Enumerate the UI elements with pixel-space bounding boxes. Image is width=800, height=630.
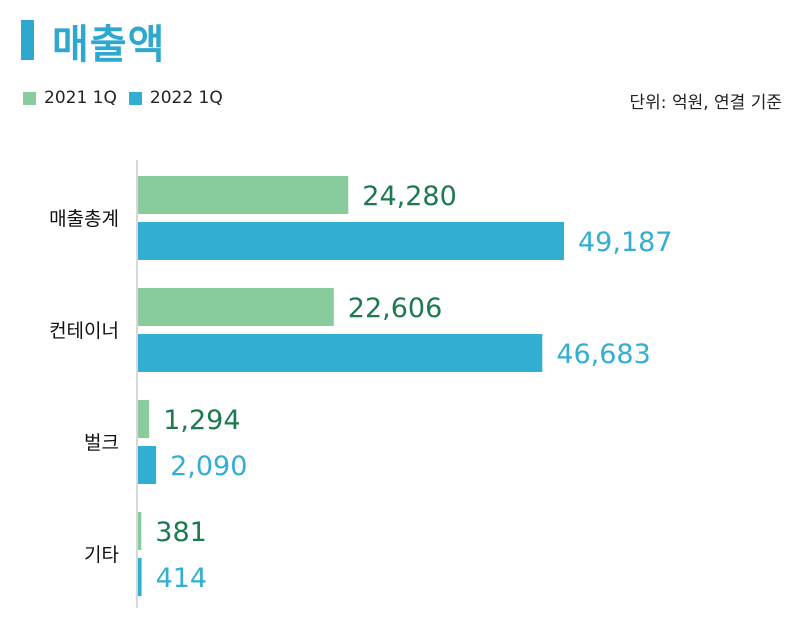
data-label: 49,187 xyxy=(578,227,672,258)
category-label: 기타 xyxy=(84,544,119,566)
legend-item-2021: 2021 1Q xyxy=(23,88,117,108)
bar-2021 xyxy=(138,400,150,438)
bar-2022 xyxy=(138,222,564,260)
bar-2021 xyxy=(138,288,334,326)
bar-2021 xyxy=(138,176,349,214)
data-label: 414 xyxy=(156,563,208,594)
data-label: 381 xyxy=(155,517,207,548)
legend-swatch-2021 xyxy=(23,91,36,105)
legend-item-2022: 2022 1Q xyxy=(128,88,223,108)
legend: 2021 1Q 2022 1Q xyxy=(23,88,235,108)
data-label: 2,090 xyxy=(170,451,247,482)
legend-label-2022: 2022 1Q xyxy=(149,88,223,108)
bar-2022 xyxy=(138,334,543,372)
data-label: 24,280 xyxy=(362,181,456,212)
title-accent-bar xyxy=(21,20,34,60)
category-label: 매출총계 xyxy=(49,208,119,230)
legend-label-2021: 2021 1Q xyxy=(44,88,117,108)
data-label: 1,294 xyxy=(163,405,240,436)
page-title: 매출액 xyxy=(52,22,166,68)
legend-swatch-2022 xyxy=(128,91,142,105)
category-label: 컨테이너 xyxy=(49,320,119,342)
data-label: 22,606 xyxy=(348,293,442,324)
data-label: 46,683 xyxy=(556,339,650,370)
unit-note: 단위: 억원, 연결 기준 xyxy=(629,93,782,113)
category-label: 벌크 xyxy=(84,432,119,454)
bar-2022 xyxy=(138,558,142,596)
bar-2022 xyxy=(138,446,157,484)
bar-2021 xyxy=(138,512,142,550)
